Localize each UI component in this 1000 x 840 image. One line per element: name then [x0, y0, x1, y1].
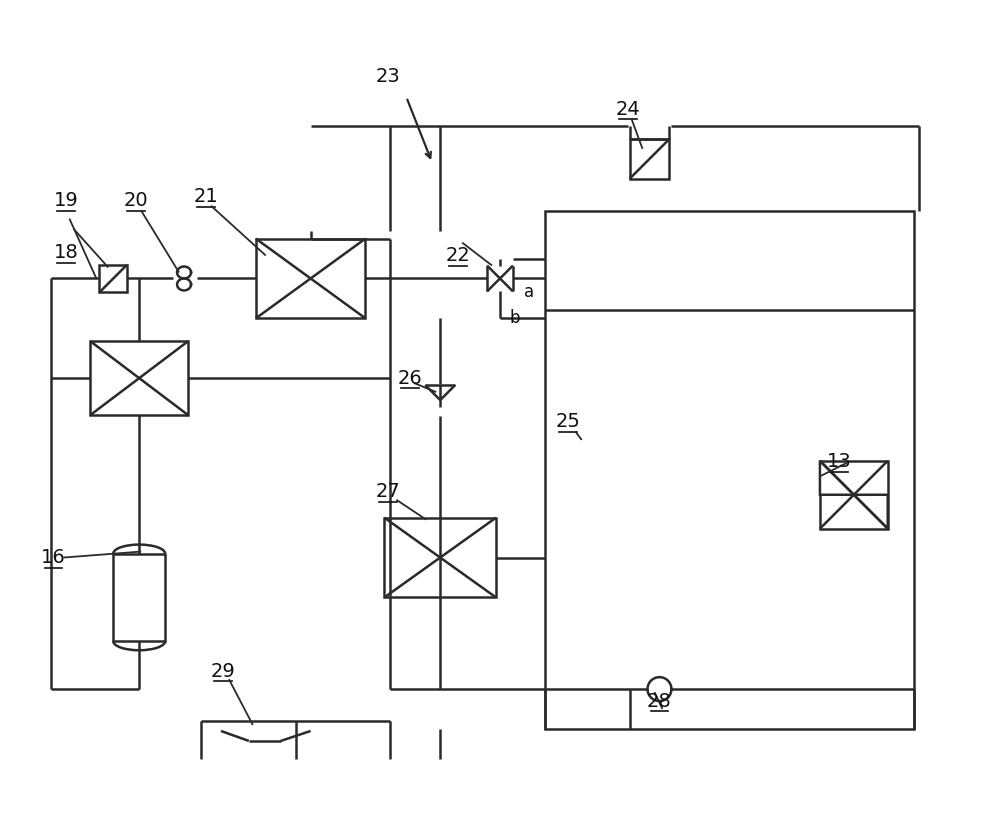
Text: 28: 28 — [647, 691, 672, 711]
Text: a: a — [524, 283, 534, 302]
Text: 22: 22 — [446, 246, 471, 265]
Text: 23: 23 — [376, 66, 401, 86]
Text: 18: 18 — [54, 243, 79, 262]
Bar — [99, 265, 127, 292]
Text: 27: 27 — [376, 482, 401, 501]
Text: 13: 13 — [827, 453, 851, 471]
Text: b: b — [510, 309, 520, 328]
Text: 26: 26 — [398, 369, 423, 387]
Bar — [820, 461, 888, 528]
Bar — [90, 341, 188, 415]
Text: 29: 29 — [211, 662, 235, 680]
Bar — [630, 139, 669, 179]
Text: 25: 25 — [555, 412, 580, 432]
Polygon shape — [820, 461, 854, 495]
Text: 20: 20 — [124, 192, 149, 210]
Text: 19: 19 — [54, 192, 79, 210]
Bar — [256, 239, 365, 318]
Polygon shape — [854, 495, 888, 528]
Text: 21: 21 — [194, 187, 218, 207]
Bar — [113, 554, 165, 641]
Text: 24: 24 — [615, 99, 640, 118]
Bar — [384, 517, 496, 597]
Bar — [545, 211, 914, 729]
Text: 16: 16 — [41, 548, 66, 567]
